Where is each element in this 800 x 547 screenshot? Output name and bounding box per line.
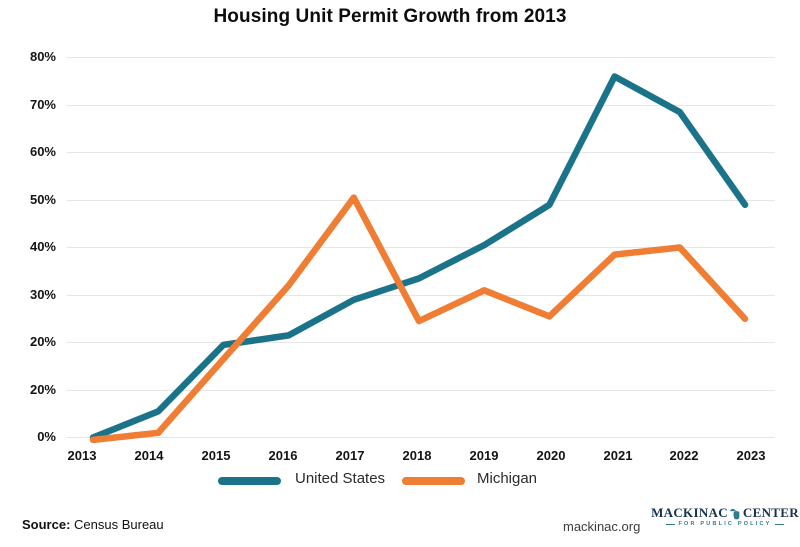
- gridline-80: [67, 57, 775, 58]
- gridline-40: [67, 247, 775, 248]
- gridline-30: [67, 295, 775, 296]
- y-tick-label: 0%: [37, 429, 56, 444]
- x-tick-label: 2015: [201, 448, 231, 463]
- mackinac-center-logo: MACKINAC CENTER FOR PUBLIC POLICY: [651, 506, 798, 528]
- gridline-70: [67, 105, 775, 106]
- x-tick-label: 2014: [134, 448, 164, 463]
- logo-rule-right: [774, 523, 784, 525]
- logo-word-mackinac: MACKINAC: [651, 505, 728, 520]
- michigan-icon: [729, 508, 740, 520]
- x-tick-label: 2017: [335, 448, 365, 463]
- united-states-legend-swatch: [218, 477, 281, 485]
- logo-rule-left: [666, 523, 676, 525]
- y-tick-label: 40%: [29, 239, 56, 254]
- michigan-legend-swatch: [402, 477, 465, 485]
- michigan-line: [89, 194, 749, 444]
- chart-title: Housing Unit Permit Growth from 2013: [213, 6, 567, 27]
- x-tick-label: 2013: [67, 448, 97, 463]
- gridline-60: [67, 152, 775, 153]
- website-link[interactable]: mackinac.org: [563, 519, 641, 534]
- x-tick-label: 2019: [469, 448, 499, 463]
- y-tick-label: 50%: [29, 192, 56, 207]
- y-tick-label: 20%: [29, 382, 56, 397]
- logo-word-center: CENTER: [742, 505, 799, 520]
- y-tick-label: 20%: [29, 334, 56, 349]
- x-tick-label: 2021: [603, 448, 633, 463]
- source-value: Census Bureau: [70, 517, 164, 532]
- gridline-20: [67, 342, 775, 343]
- x-tick-label: 2022: [669, 448, 699, 463]
- source-label: Source:: [22, 517, 71, 532]
- gridline-0: [67, 437, 775, 438]
- y-tick-label: 30%: [29, 287, 56, 302]
- x-tick-label: 2023: [736, 448, 766, 463]
- x-tick-label: 2020: [536, 448, 566, 463]
- logo-tagline: FOR PUBLIC POLICY: [678, 521, 772, 527]
- gridline-10: [67, 390, 775, 391]
- x-tick-label: 2016: [268, 448, 298, 463]
- legend-item-michigan[interactable]: Michigan: [477, 470, 538, 487]
- y-tick-label: 70%: [29, 97, 56, 112]
- y-tick-label: 60%: [29, 144, 56, 159]
- source-note: Source: Census Bureau: [22, 517, 164, 532]
- gridline-50: [67, 200, 775, 201]
- x-tick-label: 2018: [402, 448, 432, 463]
- united-states-line: [89, 73, 749, 441]
- y-tick-label: 80%: [29, 49, 56, 64]
- legend-item-united-states[interactable]: United States: [295, 470, 386, 487]
